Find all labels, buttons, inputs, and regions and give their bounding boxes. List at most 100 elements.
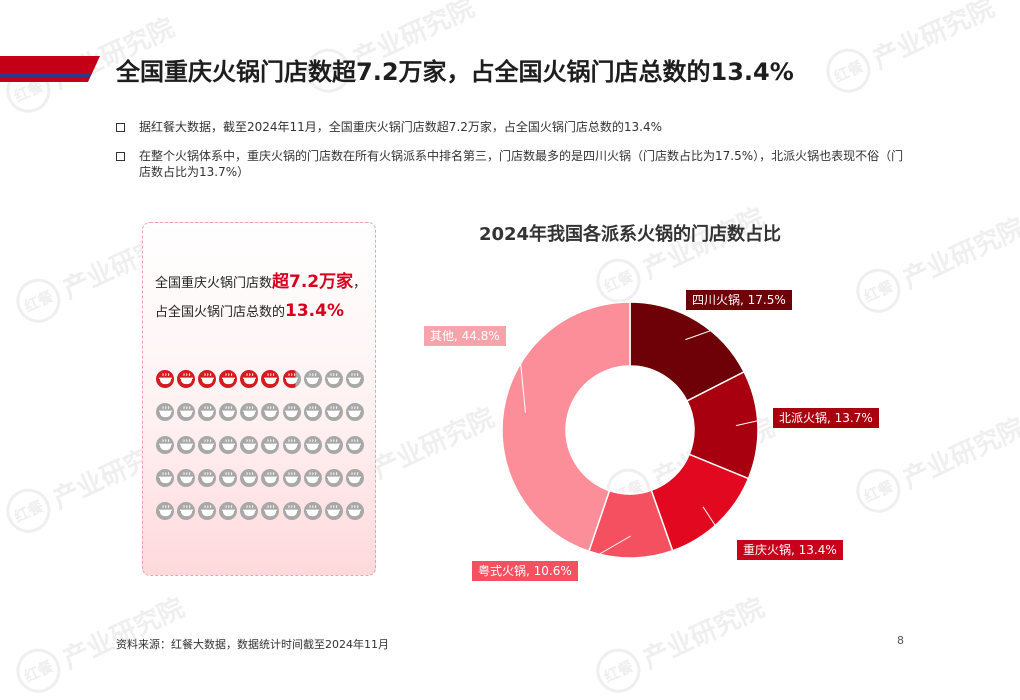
- hotpot-icon: [219, 469, 238, 487]
- hotpot-icon: [324, 370, 343, 388]
- watermark-text: 产业研究院: [58, 592, 189, 675]
- watermark-text: 产业研究院: [868, 0, 999, 75]
- hotpot-icon: [282, 469, 301, 487]
- label-leader-line: [685, 312, 760, 341]
- hotpot-icon: [261, 370, 280, 388]
- watermark: 红餐产业研究院: [589, 584, 771, 700]
- donut-chart: [501, 301, 760, 571]
- hotpot-icon: [261, 436, 280, 454]
- bullet-square-icon: [116, 152, 125, 161]
- hotpot-icon: [198, 469, 217, 487]
- bullet-item: 据红餐大数据，截至2024年11月，全国重庆火锅门店数超7.2万家，占全国火锅门…: [116, 119, 906, 135]
- hotpot-icon: [303, 403, 322, 421]
- hotpot-icon: [219, 370, 238, 388]
- watermark-text: 产业研究院: [898, 212, 1020, 295]
- hotpot-icon: [345, 403, 364, 421]
- icon-row: [156, 436, 368, 454]
- watermark: 红餐产业研究院: [849, 204, 1020, 320]
- hotpot-icon: [240, 370, 259, 388]
- bullet-square-icon: [116, 123, 125, 132]
- bullet-text: 据红餐大数据，截至2024年11月，全国重庆火锅门店数超7.2万家，占全国火锅门…: [139, 120, 663, 134]
- icon-row: [156, 469, 368, 487]
- hotpot-icon: [177, 436, 196, 454]
- hotpot-icon: [219, 403, 238, 421]
- hotpot-icon: [177, 403, 196, 421]
- stat-highlight-share: 13.4%: [285, 301, 344, 321]
- hotpot-icon: [156, 469, 174, 487]
- hotpot-icon: [303, 436, 322, 454]
- title-accent-band: [0, 56, 100, 82]
- stat-line-store-count: 全国重庆火锅门店数超7.2万家，: [155, 267, 366, 292]
- stat-text: ，: [353, 276, 367, 291]
- icon-row: [156, 502, 368, 520]
- watermark-logo: 红餐: [9, 271, 68, 330]
- donut-slice: [501, 301, 631, 553]
- hotpot-icon: [198, 370, 217, 388]
- watermark-logo: 红餐: [849, 461, 908, 520]
- hotpot-icon: [282, 502, 301, 520]
- watermark-logo: 红餐: [9, 641, 68, 700]
- hotpot-icon: [261, 502, 280, 520]
- hotpot-icon: [345, 469, 364, 487]
- page-title: 全国重庆火锅门店数超7.2万家，占全国火锅门店总数的13.4%: [116, 58, 794, 86]
- hotpot-icon: [240, 403, 259, 421]
- hotpot-icon: [219, 502, 238, 520]
- hotpot-icon: [240, 436, 259, 454]
- icon-row: [156, 403, 368, 421]
- hotpot-icon: [303, 502, 322, 520]
- hotpot-icon: [240, 502, 259, 520]
- watermark-logo: 红餐: [819, 41, 878, 100]
- title-band-blue: [0, 73, 92, 77]
- hotpot-icon: [240, 469, 259, 487]
- bullet-list: 据红餐大数据，截至2024年11月，全国重庆火锅门店数超7.2万家，占全国火锅门…: [116, 119, 906, 193]
- label-leader-line: [735, 419, 760, 427]
- hotpot-icon: [282, 403, 301, 421]
- slice-label: 北派火锅, 13.7%: [773, 408, 879, 428]
- hotpot-icon: [198, 403, 217, 421]
- hotpot-icon-grid: [156, 370, 368, 535]
- page-number: 8: [897, 634, 904, 647]
- bullet-text: 在整个火锅体系中，重庆火锅的门店数在所有火锅派系中排名第三，门店数最多的是四川火…: [139, 149, 904, 179]
- slice-label: 四川火锅, 17.5%: [686, 290, 792, 310]
- watermark-text: 产业研究院: [638, 592, 769, 675]
- stat-highlight-count: 超7.2万家: [272, 272, 354, 292]
- watermark: 红餐产业研究院: [819, 0, 1001, 100]
- hotpot-icon: [198, 436, 217, 454]
- icon-row: [156, 370, 368, 388]
- hotpot-icon: [177, 469, 196, 487]
- label-leader-line: [571, 535, 631, 571]
- hotpot-icon: [282, 436, 301, 454]
- watermark-logo: 红餐: [589, 641, 648, 700]
- hotpot-icon: [156, 436, 174, 454]
- hotpot-icon: [261, 403, 280, 421]
- watermark-logo: 红餐: [0, 481, 58, 540]
- hotpot-icon: [219, 436, 238, 454]
- hotpot-icon: [303, 370, 322, 388]
- hotpot-icon: [303, 469, 322, 487]
- slice-label: 粤式火锅, 10.6%: [472, 561, 578, 581]
- hotpot-icon: [324, 403, 343, 421]
- hotpot-icon: [345, 436, 364, 454]
- watermark-logo: 红餐: [849, 261, 908, 320]
- stat-text: 占全国火锅门店总数的: [155, 305, 286, 320]
- hotpot-icon: [282, 370, 301, 388]
- hotpot-icon: [177, 370, 196, 388]
- hotpot-icon: [156, 502, 174, 520]
- bullet-item: 在整个火锅体系中，重庆火锅的门店数在所有火锅派系中排名第三，门店数最多的是四川火…: [116, 148, 906, 180]
- hotpot-icon: [324, 502, 343, 520]
- chart-title: 2024年我国各派系火锅的门店数占比: [478, 224, 782, 245]
- watermark-text: 产业研究院: [898, 412, 1020, 495]
- hotpot-icon: [156, 403, 174, 421]
- hotpot-icon: [324, 436, 343, 454]
- slice-label: 其他, 44.8%: [424, 326, 506, 346]
- label-leader-line: [517, 335, 526, 413]
- hotpot-icon: [345, 370, 364, 388]
- slice-label: 重庆火锅, 13.4%: [737, 540, 843, 560]
- stat-text: 全国重庆火锅门店数: [155, 276, 273, 291]
- source-note: 资料来源：红餐大数据，数据统计时间截至2024年11月: [116, 638, 389, 651]
- hotpot-icon: [261, 469, 280, 487]
- label-leader-line: [702, 506, 731, 549]
- title-band-red: [0, 56, 100, 82]
- stat-line-share: 占全国火锅门店总数的13.4%: [155, 301, 344, 321]
- hotpot-icon: [198, 502, 217, 520]
